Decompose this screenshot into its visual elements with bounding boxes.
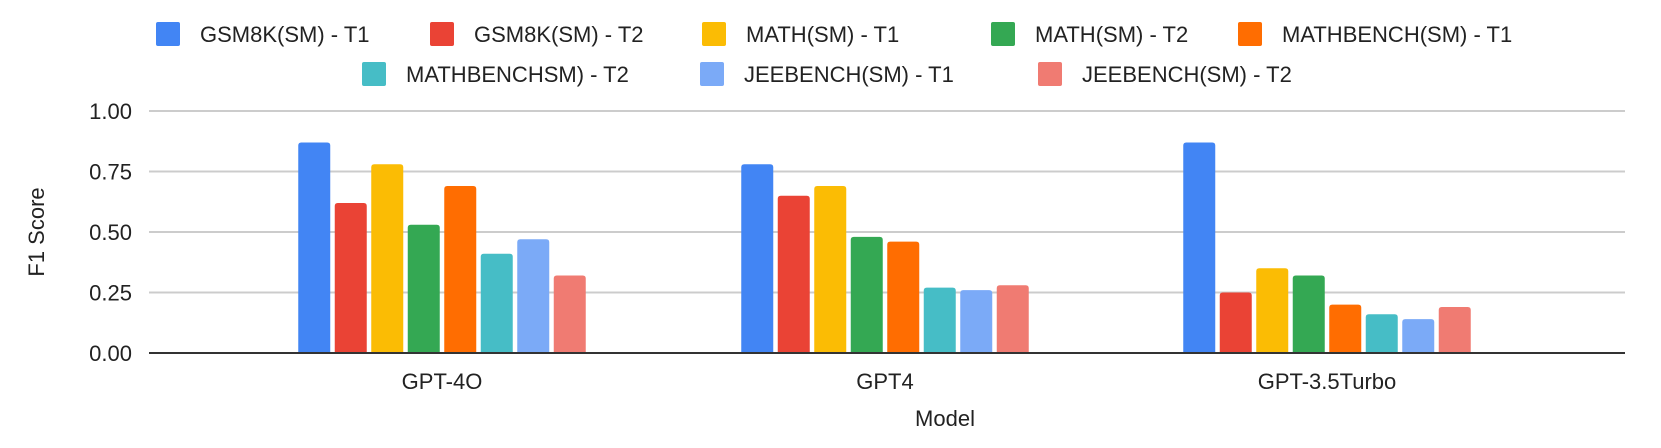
x-tick-label: GPT4	[856, 369, 913, 394]
y-tick-label: 1.00	[89, 99, 132, 124]
legend-label: GSM8K(SM) - T2	[474, 22, 644, 47]
bar	[444, 186, 477, 353]
x-axis-ticks: GPT-4O GPT4 GPT-3.5Turbo	[402, 369, 1397, 394]
bar	[996, 285, 1029, 353]
bar	[1219, 292, 1252, 353]
bar	[1183, 142, 1216, 353]
legend-swatch	[1038, 62, 1062, 86]
legend-label: JEEBENCH(SM) - T2	[1082, 62, 1292, 87]
legend-swatch	[1238, 22, 1262, 46]
bar	[553, 275, 586, 353]
bar	[407, 224, 440, 353]
bar	[923, 287, 956, 353]
legend-swatch	[700, 62, 724, 86]
bar	[960, 290, 993, 353]
legend-swatch	[991, 22, 1015, 46]
bar	[1329, 304, 1362, 353]
legend-label: MATHBENCHSM) - T2	[406, 62, 629, 87]
y-tick-label: 0.75	[89, 160, 132, 185]
bar	[814, 186, 847, 353]
y-axis-title: F1 Score	[24, 187, 49, 276]
x-tick-label: GPT-4O	[402, 369, 483, 394]
legend-label: MATH(SM) - T1	[746, 22, 899, 47]
bar	[1292, 275, 1325, 353]
bar	[334, 202, 367, 353]
legend-label: MATH(SM) - T2	[1035, 22, 1188, 47]
legend-swatch	[362, 62, 386, 86]
bars	[298, 142, 1471, 353]
x-tick-label: GPT-3.5Turbo	[1258, 369, 1397, 394]
y-tick-label: 0.00	[89, 341, 132, 366]
y-tick-label: 0.25	[89, 281, 132, 306]
bar	[480, 253, 513, 353]
bar	[741, 164, 774, 353]
y-axis-ticks: 0.00 0.25 0.50 0.75 1.00	[89, 99, 132, 366]
bar	[1438, 307, 1471, 353]
legend-swatch	[156, 22, 180, 46]
bar	[850, 236, 883, 353]
legend: GSM8K(SM) - T1 GSM8K(SM) - T2 MATH(SM) - T…	[156, 22, 1512, 87]
legend-label: JEEBENCH(SM) - T1	[744, 62, 954, 87]
bar	[517, 239, 550, 353]
bar	[887, 241, 920, 353]
bar	[298, 142, 331, 353]
bar	[371, 164, 404, 353]
x-axis-title: Model	[915, 406, 975, 431]
bar	[777, 195, 810, 353]
bar	[1256, 268, 1289, 353]
y-tick-label: 0.50	[89, 220, 132, 245]
legend-label: GSM8K(SM) - T1	[200, 22, 370, 47]
legend-label: MATHBENCH(SM) - T1	[1282, 22, 1512, 47]
legend-swatch	[430, 22, 454, 46]
bar	[1365, 314, 1398, 353]
legend-swatch	[702, 22, 726, 46]
gridlines	[149, 110, 1625, 294]
bar	[1402, 319, 1435, 353]
